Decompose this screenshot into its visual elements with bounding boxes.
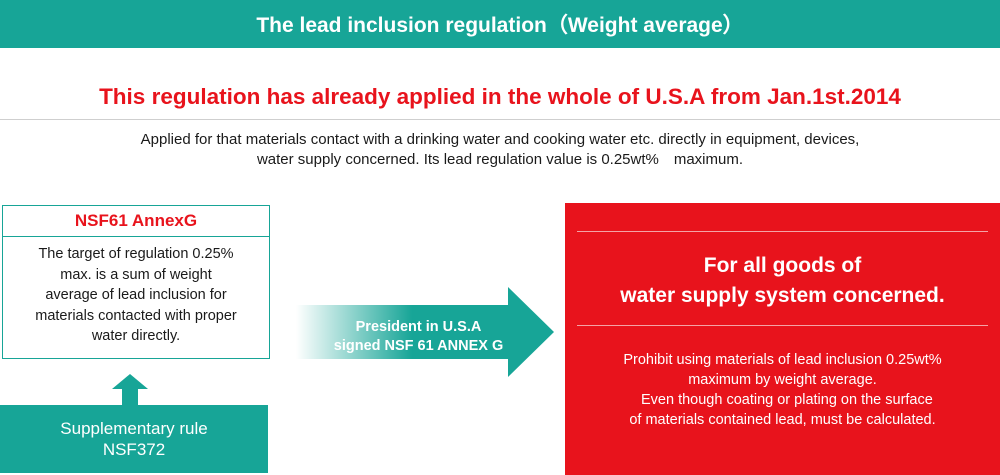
headline: This regulation has already applied in t… (99, 84, 901, 109)
supplementary-rule-code: NSF372 (102, 440, 166, 459)
result-box-title: For all goods of water supply system con… (565, 251, 1000, 311)
arrow-caption: President in U.S.A signed NSF 61 ANNEX G (296, 318, 541, 356)
result-title-line-1: For all goods of (703, 254, 862, 277)
supplementary-rule-box: Supplementary rule NSF372 (0, 405, 268, 473)
nsf61-annexg-description: The target of regulation 0.25% max. is a… (3, 237, 269, 347)
nsf-line: max. is a sum of weight (60, 266, 212, 283)
nsf-line: materials contacted with proper (35, 307, 237, 324)
intro-text: Applied for that materials contact with … (0, 130, 1000, 170)
arrow-caption-line-2: signed NSF 61 ANNEX G (333, 338, 504, 354)
nsf-line: The target of regulation 0.25% (38, 246, 234, 262)
divider (0, 119, 1000, 120)
result-body-line: Prohibit using materials of lead inclusi… (623, 352, 942, 368)
result-title-line-2: water supply system concerned. (620, 284, 945, 307)
result-box-mid-rule (577, 325, 988, 326)
nsf-line: water directly. (91, 328, 181, 344)
up-arrow-icon (112, 374, 148, 406)
header-bar: The lead inclusion regulation（Weight ave… (0, 0, 1000, 48)
result-body-line: Even though coating or plating on the su… (641, 392, 933, 408)
result-box: For all goods of water supply system con… (565, 203, 1000, 475)
intro-line-2: water supply concerned. Its lead regulat… (256, 151, 744, 168)
right-arrow-icon (296, 287, 554, 377)
result-box-top-rule (577, 231, 988, 232)
supplementary-rule-label: Supplementary rule (60, 419, 208, 438)
nsf61-annexg-title: NSF61 AnnexG (3, 206, 269, 237)
intro-line-1: Applied for that materials contact with … (140, 131, 860, 148)
result-body-line: maximum by weight average. (688, 372, 877, 388)
page-title: The lead inclusion regulation（Weight ave… (256, 14, 744, 37)
arrow-caption-line-1: President in U.S.A (355, 319, 482, 335)
nsf61-annexg-box: NSF61 AnnexG The target of regulation 0.… (2, 205, 270, 359)
result-body-line: of materials contained lead, must be cal… (629, 412, 936, 428)
nsf-line: average of lead inclusion for (45, 287, 227, 303)
result-box-description: Prohibit using materials of lead inclusi… (565, 350, 1000, 430)
